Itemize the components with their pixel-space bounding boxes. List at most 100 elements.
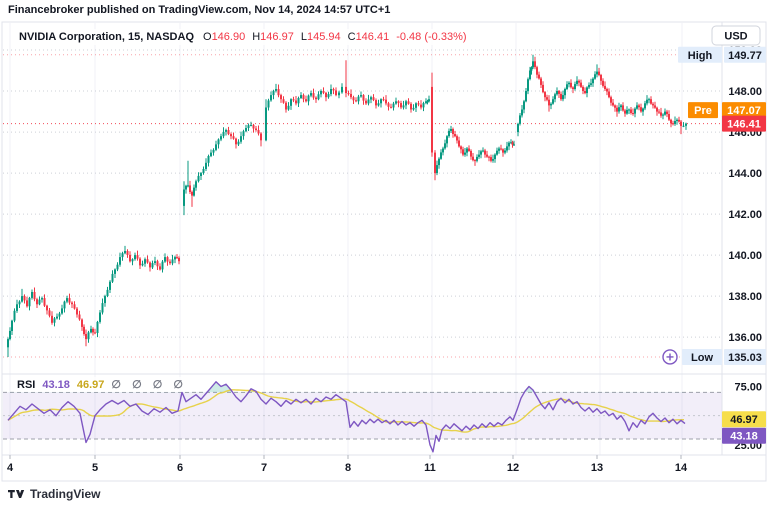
candle-body [660,112,662,116]
candle-body [468,148,470,151]
candle-body [674,121,676,124]
premarket-price-badge [722,102,766,119]
candle-body [482,150,484,152]
candle-body [552,99,554,104]
candle-body [101,303,104,313]
rsi-legend[interactable]: RSI 43.18 46.97 ∅ ∅ ∅ ∅ [13,377,191,392]
candle-body [648,99,650,101]
candle-body [13,310,16,321]
candle-body [151,263,154,268]
candle-body [242,131,245,137]
high-value-badge [724,46,766,63]
time-scale[interactable] [2,455,766,481]
candle-body [302,95,305,100]
candle-body [90,328,92,333]
rsi-ma-value: 46.97 [76,378,105,391]
candle-body [478,154,480,157]
candle-body [680,121,682,126]
candle-body [310,93,312,96]
candle-body [320,91,322,95]
candle-body [672,123,674,125]
candle-body [564,89,566,96]
candle-body [285,102,287,110]
candle-body [144,259,146,264]
candle-body [550,103,552,106]
candle-body [596,71,598,75]
price-axis-label: 136.00 [728,332,762,344]
rsi-ma-badge [722,411,766,428]
candle-body [71,302,73,305]
rsi-empty-values: ∅ ∅ ∅ ∅ [111,379,187,391]
candle-body [227,130,230,135]
axis-badges: High 149.77 Pre 147.07 146.41 Low 135.03 46.97 4… [662,46,766,444]
tradingview-branding[interactable]: TradingView [8,487,100,501]
candle-body [63,301,66,309]
candle-body [38,299,41,305]
candle-body [270,95,272,101]
candle-body [616,107,618,112]
candle-body [193,187,195,196]
candle-body [425,101,427,104]
price-axis-label: 148.00 [728,86,762,98]
candle-body [578,80,580,83]
candle-body [287,105,290,110]
add-alert-icon[interactable] [662,349,678,365]
candle-body [195,181,197,188]
candle-body [134,255,136,260]
candle-body [345,86,347,94]
add-alert-icon-plus [666,353,674,361]
rsi-indicator-name: RSI [17,378,36,391]
time-axis-label: 12 [507,462,519,474]
candle-body [456,136,458,141]
candle-body [407,101,410,104]
candle-body [104,296,106,304]
time-axis-label: 7 [261,462,267,474]
candle-body [81,319,83,327]
candle-body [16,304,18,311]
candle-body [632,113,634,114]
ohlc-open: O146.90 [203,31,246,43]
time-axis-label: 14 [675,462,688,474]
price-scale[interactable] [722,22,766,455]
candle-body [610,97,612,103]
candle-body [222,131,225,137]
candle-body [568,82,570,85]
candle-body [428,99,430,102]
rsi-pane [3,381,722,453]
candle-body [92,328,94,333]
candle-body [111,273,114,282]
candle-body [240,136,242,142]
candle-body [200,173,202,176]
price-axis-label: 140.00 [728,250,762,262]
candle-body [347,93,350,95]
candle-body [536,67,538,75]
candle-body [255,128,257,130]
time-axis-label: 8 [345,462,351,474]
candle-body [492,159,494,161]
candle-body [141,263,144,266]
candle-body [546,97,548,100]
candle-body [590,83,592,85]
candle-body [446,136,448,144]
candle-body [592,78,594,84]
high-label-chip-text: High [688,50,713,62]
time-axis-label: 13 [591,462,603,474]
candle-body [664,111,666,115]
candle-body [232,136,235,139]
candle-body [96,321,99,333]
candle-body [594,74,596,79]
candle-body [650,99,652,104]
candle-body [646,99,648,104]
currency-button[interactable]: USD [711,25,761,46]
candle-body [338,92,340,96]
candle-body [292,99,295,101]
symbol-legend[interactable]: NVIDIA Corporation, 15, NASDAQ O146.90 H… [13,29,473,45]
candle-body [247,125,250,128]
candle-body [7,339,9,348]
candle-body [525,91,527,102]
change-value: -0.48 (-0.33%) [396,31,467,43]
candle-body [156,261,159,267]
candle-body [517,123,519,133]
candle-body [508,142,510,147]
